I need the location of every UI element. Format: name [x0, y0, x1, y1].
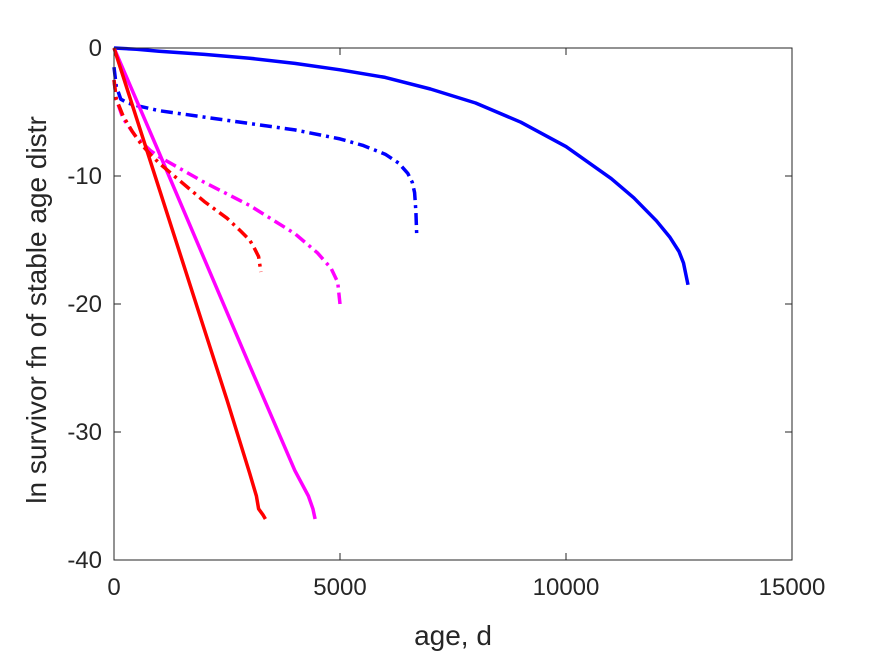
y-tick-label: 0	[89, 35, 102, 62]
series-line-2	[112, 66, 419, 238]
ticks-layer: 0 5000 10000 15000 0 -10 -20 -30 -40	[67, 35, 825, 601]
y-tick-label: -20	[67, 291, 102, 318]
series-line-5	[112, 47, 267, 520]
x-tick-label: 15000	[759, 574, 826, 601]
series-line-6	[112, 79, 263, 273]
x-tick-label: 10000	[533, 574, 600, 601]
plot-area	[114, 48, 792, 560]
y-tick-label: -10	[67, 163, 102, 190]
x-axis-label: age, d	[414, 620, 492, 651]
series-layer	[112, 46, 690, 520]
series-line-1	[113, 46, 690, 286]
x-tick-label: 5000	[313, 574, 366, 601]
y-tick-label: -40	[67, 547, 102, 574]
y-axis-label: ln survivor fn of stable age distr	[21, 116, 52, 504]
y-tick-label: -30	[67, 419, 102, 446]
x-tick-label: 0	[107, 574, 120, 601]
